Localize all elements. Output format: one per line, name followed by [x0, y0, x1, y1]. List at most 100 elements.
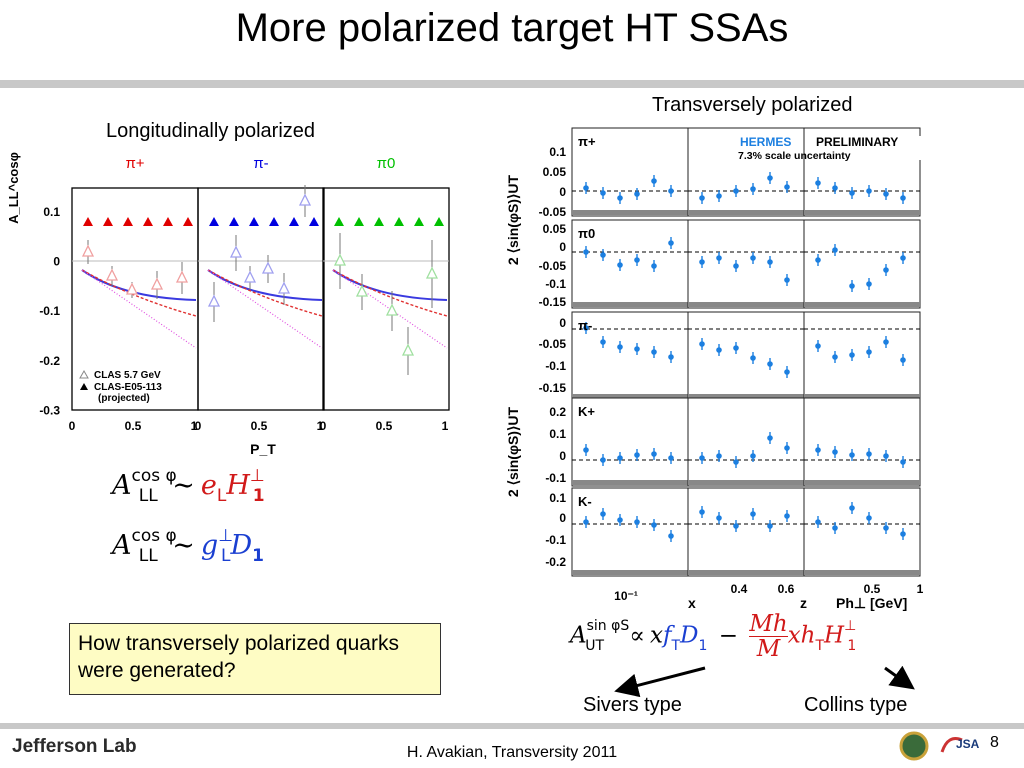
legend-item: CLAS 5.7 GeV [94, 370, 161, 381]
footer-text: H. Avakian, Transversity 2011 [406, 744, 618, 761]
data-point [634, 452, 640, 458]
eq1-e: e [200, 470, 217, 501]
data-point [668, 188, 674, 194]
projected-point [183, 217, 193, 226]
sub-panel [803, 397, 921, 487]
data-point [900, 459, 906, 465]
partner-logos: JSA [899, 731, 980, 761]
eq1-h-sup: ⊥ [249, 466, 265, 486]
measured-point [125, 282, 139, 295]
y-tick-label: 0 [559, 185, 566, 199]
eq2-g: g [200, 530, 219, 561]
sub-panel [687, 311, 805, 401]
data-point [750, 453, 756, 459]
eq3-f: f [662, 622, 672, 649]
row-1: π0 0.05 0 -0.05 -0.1 -0.15 [539, 219, 921, 309]
projected-point [354, 217, 364, 226]
projected-point [249, 217, 259, 226]
measured-point [229, 245, 243, 258]
data-point [750, 255, 756, 261]
y-axis-title: A_LL^cosφ [6, 152, 21, 224]
data-point [651, 263, 657, 269]
eq3-numerator: Mh [749, 611, 788, 637]
row-label: π0 [578, 226, 595, 241]
eq2-g-sup: ⊥ [218, 526, 234, 546]
data-point [900, 531, 906, 537]
projected-point [374, 217, 384, 226]
measured-point [425, 266, 439, 279]
data-point [668, 455, 674, 461]
y-tick-label: 0.1 [43, 205, 60, 219]
projected-point [209, 217, 219, 226]
row-label: π- [578, 318, 592, 333]
eq3-H: H [824, 622, 845, 649]
y-tick-label: -0.1 [545, 471, 566, 485]
sub-panel [803, 219, 921, 309]
eq3-xh: xh [787, 622, 816, 649]
data-point [583, 249, 589, 255]
bottom-divider [0, 723, 1024, 729]
systematic-band [688, 570, 804, 575]
row-label: K+ [578, 404, 595, 419]
legend-item: CLAS-E05-113 [94, 382, 162, 393]
y-tick-label: -0.2 [545, 555, 566, 569]
panel-title: π+ [125, 155, 144, 172]
data-point [883, 191, 889, 197]
data-point [750, 355, 756, 361]
top-divider [0, 80, 1024, 88]
eq3-minus: − [718, 622, 738, 649]
eq2-sup: cos φ [131, 526, 177, 546]
data-point [733, 459, 739, 465]
data-point [716, 347, 722, 353]
projected-point [143, 217, 153, 226]
x-tick-labels: 10⁻¹ x 0.4 0.6 z 0.5 1 Ph⊥ [GeV] [614, 582, 924, 611]
data-point [600, 511, 606, 517]
y-tick-label: 0 [559, 511, 566, 525]
data-point [716, 255, 722, 261]
longitudinal-label: Longitudinally polarized [106, 120, 316, 142]
curve-dashed [207, 269, 323, 317]
projected-point [229, 217, 239, 226]
hermes-label: HERMES [740, 135, 791, 149]
sub-panel [687, 127, 805, 217]
sivers-label: Sivers type [583, 694, 682, 716]
data-point [832, 354, 838, 360]
eq3-d: D [680, 622, 699, 649]
data-point [583, 519, 589, 525]
data-point [617, 195, 623, 201]
measured-point [277, 281, 291, 294]
projected-point [334, 217, 344, 226]
y-tick-label: -0.15 [539, 381, 567, 395]
data-point [716, 193, 722, 199]
y-tick-label: -0.1 [39, 304, 60, 318]
data-point [883, 339, 889, 345]
systematic-band [572, 480, 688, 485]
data-point [849, 452, 855, 458]
y-tick-label: 0 [559, 449, 566, 463]
x-axis-label-x: x [688, 595, 696, 611]
panel-2: π0 [322, 155, 450, 411]
systematic-band [688, 302, 804, 307]
collins-arrow [884, 665, 915, 690]
panel-frame [322, 187, 450, 411]
row-2: π- 0 -0.05 -0.1 -0.15 [539, 311, 921, 401]
data-point [600, 457, 606, 463]
systematic-band [688, 480, 804, 485]
x-tick-label: 0.5 [376, 419, 393, 433]
data-point [832, 247, 838, 253]
data-point [617, 455, 623, 461]
sivers-arrow [614, 666, 706, 698]
sub-panel [571, 487, 689, 577]
eq3-x: x [649, 622, 663, 649]
data-point [849, 505, 855, 511]
data-point [733, 263, 739, 269]
longitudinal-asymmetry-plot: A_LL^cosφ 0.10-0.1-0.2-0.3 π+ π-π0 0 0.5 10… [6, 152, 450, 457]
data-point [815, 343, 821, 349]
data-point [733, 523, 739, 529]
y-tick-label: -0.15 [539, 295, 567, 309]
data-point [767, 523, 773, 529]
data-point [900, 195, 906, 201]
curve-solid [207, 269, 323, 301]
eq1-h-sub: 1 [252, 486, 265, 506]
